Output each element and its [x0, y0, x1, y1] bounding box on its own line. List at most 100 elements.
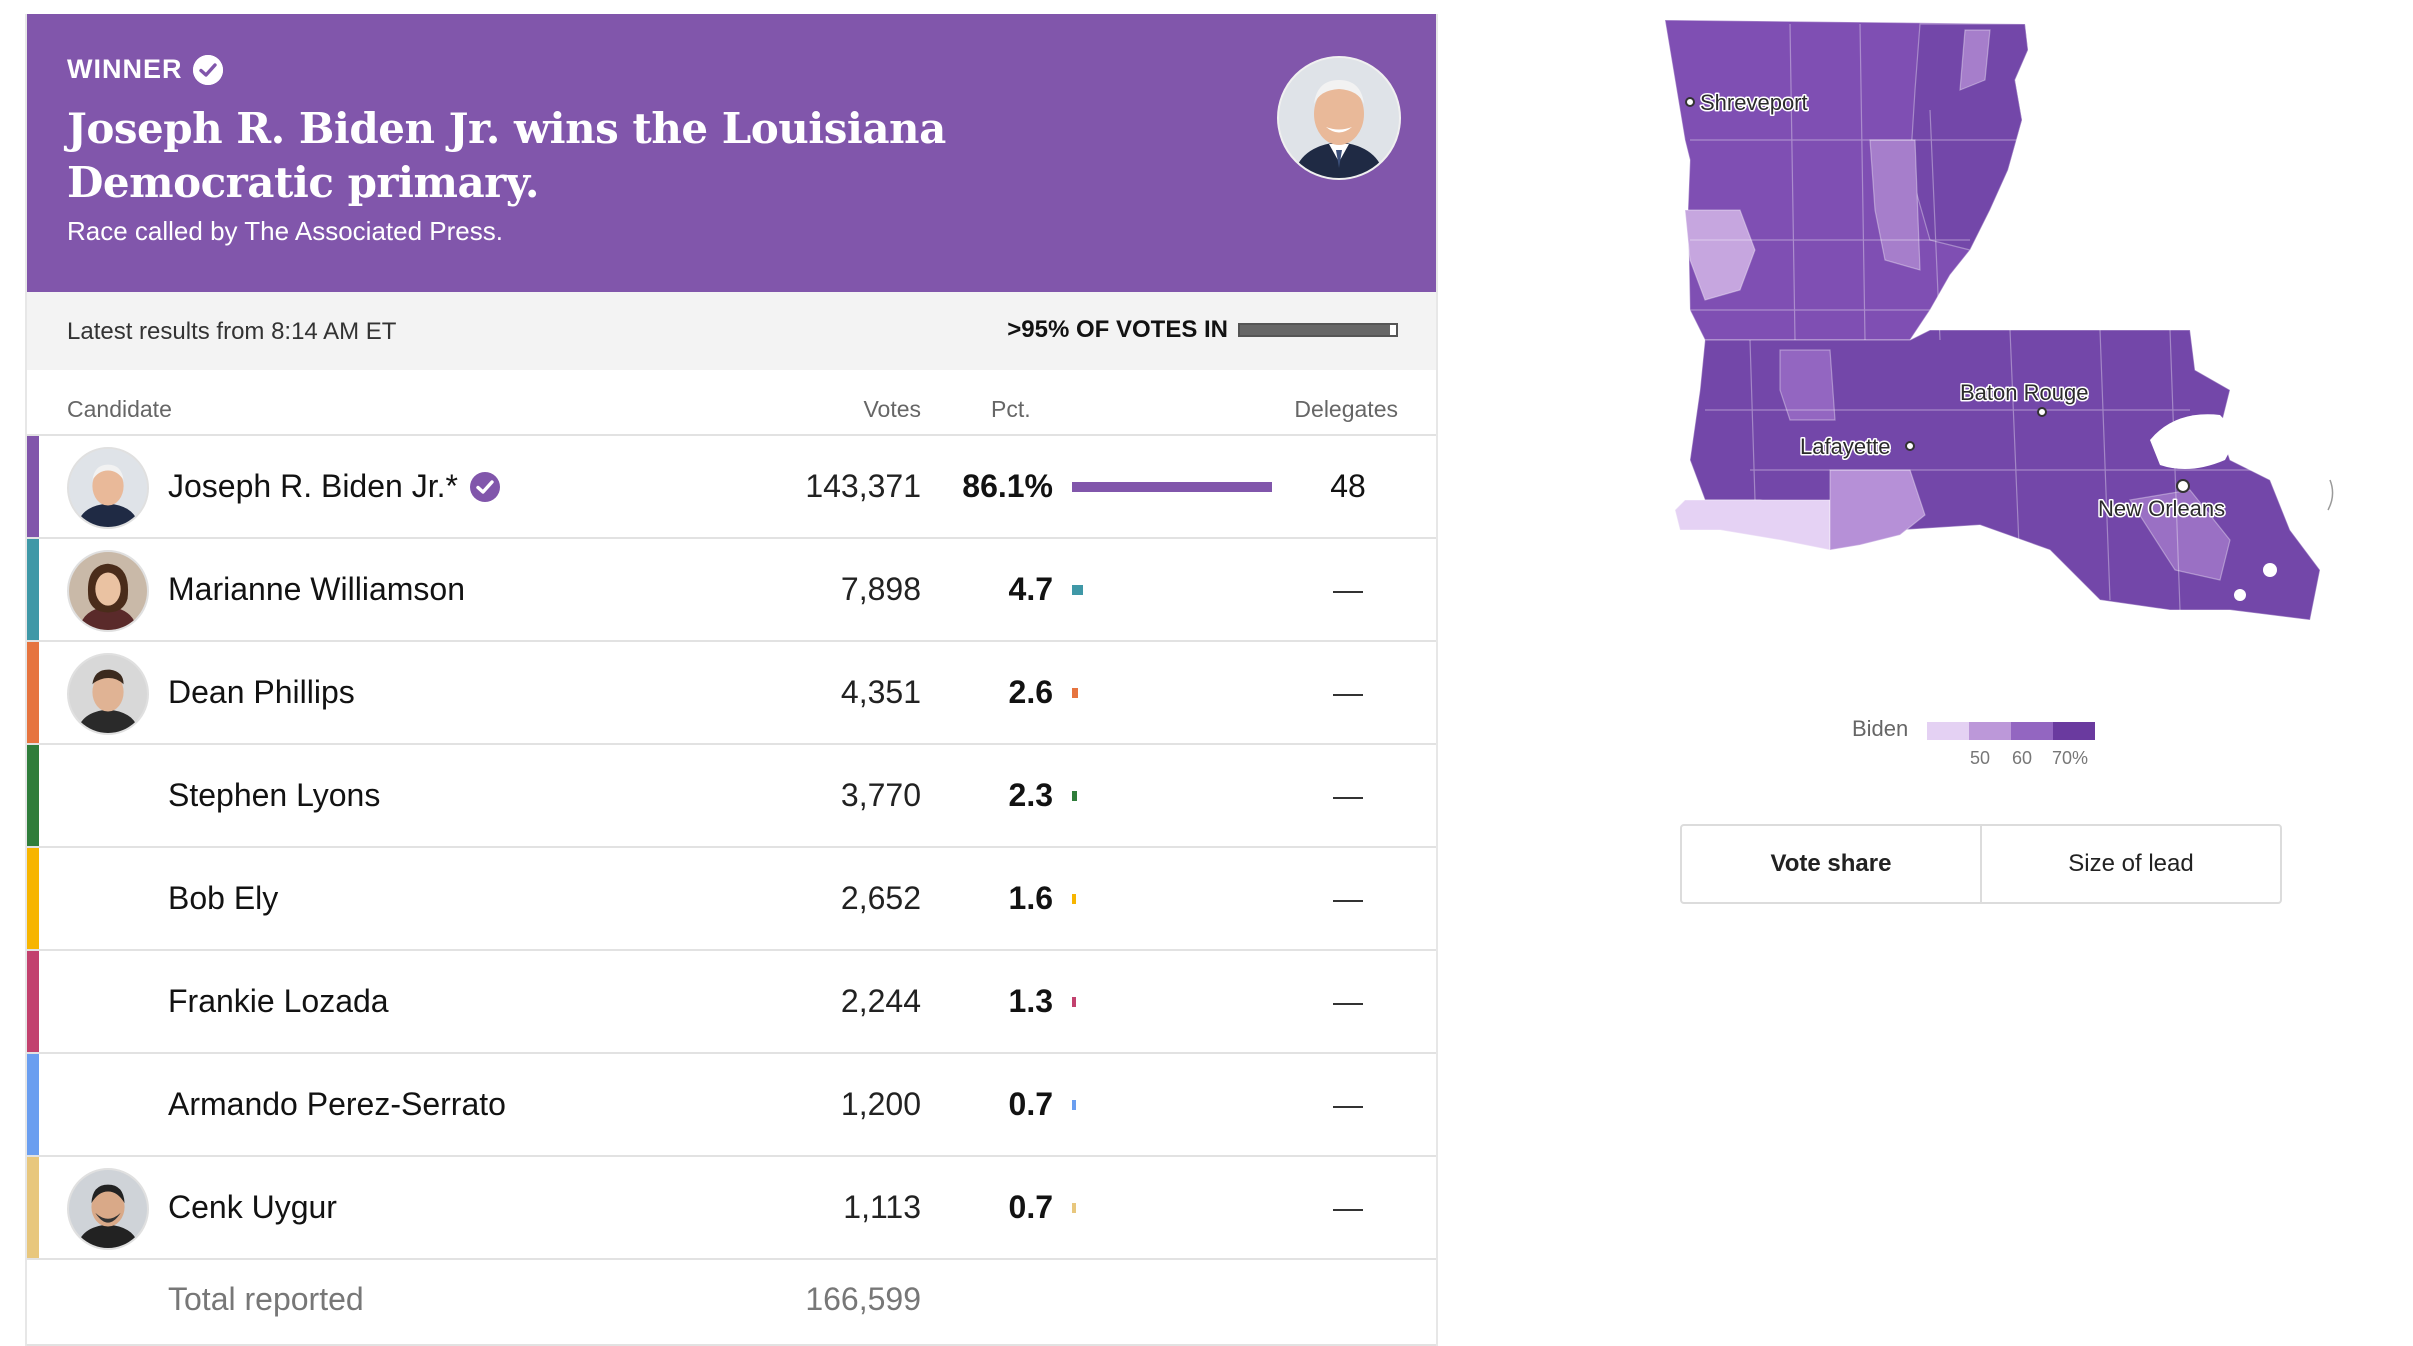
candidate-name: Dean Phillips	[168, 674, 355, 711]
map-legend: Biden 50 60 70%	[1852, 714, 2112, 774]
candidate-pct: 0.7	[1008, 1086, 1053, 1122]
city-label-lafayette: Lafayette	[1800, 434, 1891, 459]
results-card: WINNER Joseph R. Biden Jr. wins the Loui…	[25, 14, 1438, 1346]
candidate-name: Marianne Williamson	[168, 571, 465, 608]
total-votes: 166,599	[805, 1281, 921, 1317]
table-row: Frankie Lozada 2,244 1.3 —	[27, 951, 1436, 1054]
louisiana-map[interactable]: Shreveport Baton Rouge Lafayette New Orl…	[1630, 10, 2350, 650]
candidate-color-stripe	[27, 539, 39, 640]
table-row: Cenk Uygur 1,113 0.7 —	[27, 1157, 1436, 1260]
vote-share-button[interactable]: Vote share	[1682, 826, 1982, 902]
candidate-delegates: —	[1298, 777, 1398, 814]
votes-in-progress-fill	[1240, 325, 1390, 335]
total-label: Total reported	[168, 1281, 364, 1317]
candidate-avatar	[67, 550, 149, 632]
candidate-name: Frankie Lozada	[168, 983, 389, 1020]
candidate-votes: 4,351	[840, 674, 921, 710]
parish-region-southwest[interactable]	[1674, 499, 1831, 551]
total-row: Total reported 166,599	[27, 1249, 1436, 1346]
candidate-delegates: —	[1298, 880, 1398, 917]
candidate-name: Joseph R. Biden Jr.*	[168, 468, 500, 505]
candidate-votes: 1,113	[843, 1189, 921, 1225]
no-delegates-dash: —	[1333, 1002, 1363, 1005]
candidate-votes: 1,200	[840, 1086, 921, 1122]
candidate-name: Stephen Lyons	[168, 777, 380, 814]
candidate-color-stripe	[27, 951, 39, 1052]
candidate-name-text: Frankie Lozada	[168, 983, 389, 1019]
legend-swatch	[2011, 722, 2053, 740]
table-header: Candidate Votes Pct. Delegates	[27, 370, 1436, 436]
votes-in-label: >95% OF VOTES IN	[1007, 316, 1228, 343]
legend-tick-70: 70%	[2052, 748, 2089, 768]
candidate-pct-bar	[1072, 791, 1078, 801]
city-label-shreveport: Shreveport	[1700, 90, 1808, 115]
legend-tick-60: 60	[2012, 748, 2033, 768]
candidate-name-text: Dean Phillips	[168, 674, 355, 710]
candidate-color-stripe	[27, 1157, 39, 1258]
parish-region-north-light[interactable]	[1959, 29, 1991, 91]
candidate-delegates: 48	[1298, 468, 1398, 505]
candidate-pct: 2.3	[1008, 777, 1053, 813]
candidate-pct: 86.1%	[962, 468, 1053, 504]
city-label-baton-rouge: Baton Rouge	[1960, 380, 2088, 405]
candidate-color-stripe	[27, 436, 39, 537]
candidate-votes: 3,770	[840, 777, 921, 813]
table-row: Dean Phillips 4,351 2.6 —	[27, 642, 1436, 745]
winner-banner: WINNER Joseph R. Biden Jr. wins the Loui…	[27, 14, 1436, 292]
delegates-count: 48	[1330, 468, 1366, 504]
candidate-name-text: Armando Perez-Serrato	[168, 1086, 506, 1122]
no-delegates-dash: —	[1333, 1105, 1363, 1108]
candidate-color-stripe	[27, 745, 39, 846]
no-delegates-dash: —	[1333, 1208, 1363, 1211]
no-delegates-dash: —	[1333, 796, 1363, 799]
candidate-avatar	[67, 447, 149, 529]
city-marker-lafayette	[1905, 441, 1915, 451]
candidate-pct: 4.7	[1008, 571, 1053, 607]
candidate-pct-bar	[1072, 482, 1272, 492]
legend-swatch	[1927, 722, 1969, 740]
no-delegates-dash: —	[1333, 899, 1363, 902]
table-row: Joseph R. Biden Jr.* 143,371 86.1% 48	[27, 436, 1436, 539]
candidate-name: Cenk Uygur	[168, 1189, 337, 1226]
candidate-delegates: —	[1298, 1086, 1398, 1123]
candidate-pct: 1.3	[1008, 983, 1053, 1019]
winner-check-icon	[469, 471, 500, 502]
candidate-name-text: Cenk Uygur	[168, 1189, 337, 1225]
city-markers: Shreveport Baton Rouge Lafayette New Orl…	[1685, 89, 2227, 523]
legend-swatch	[2053, 722, 2095, 740]
candidate-pct: 1.6	[1008, 880, 1053, 916]
candidate-pct-bar	[1072, 997, 1076, 1007]
parish-region-west-mid[interactable]	[1779, 349, 1836, 421]
parish-region-west-light[interactable]	[1684, 209, 1756, 301]
candidate-votes: 2,244	[840, 983, 921, 1019]
legend-tick-50: 50	[1970, 748, 1991, 768]
votes-in-indicator: >95% OF VOTES IN	[1007, 316, 1398, 344]
header-candidate: Candidate	[67, 396, 172, 422]
latest-results-time: Latest results from 8:14 AM ET	[67, 318, 397, 345]
size-of-lead-button[interactable]: Size of lead	[2068, 850, 2194, 877]
candidate-name: Armando Perez-Serrato	[168, 1086, 506, 1123]
table-row: Bob Ely 2,652 1.6 —	[27, 848, 1436, 951]
no-delegates-dash: —	[1333, 590, 1363, 593]
parish-region-central-light[interactable]	[1869, 139, 1921, 271]
candidate-votes: 7,898	[840, 571, 921, 607]
candidate-pct-bar	[1072, 894, 1076, 904]
legend-title: Biden	[1852, 716, 1909, 741]
city-marker-baton-rouge	[2037, 407, 2047, 417]
candidate-delegates: —	[1298, 571, 1398, 608]
candidate-delegates: —	[1298, 1189, 1398, 1226]
legend-swatch	[1969, 722, 2011, 740]
candidate-pct-bar	[1072, 688, 1078, 698]
parish-region-acadiana[interactable]	[1829, 469, 1926, 551]
candidate-avatar	[67, 653, 149, 735]
candidate-name-text: Bob Ely	[168, 880, 279, 916]
candidate-delegates: —	[1298, 983, 1398, 1020]
header-delegates: Delegates	[1294, 396, 1398, 422]
no-delegates-dash: —	[1333, 693, 1363, 696]
table-row: Stephen Lyons 3,770 2.3 —	[27, 745, 1436, 848]
candidate-delegates: —	[1298, 674, 1398, 711]
legend-swatches	[1927, 722, 2095, 740]
header-pct: Pct.	[991, 396, 1031, 422]
candidate-pct-bar	[1072, 1203, 1076, 1213]
candidate-color-stripe	[27, 848, 39, 949]
